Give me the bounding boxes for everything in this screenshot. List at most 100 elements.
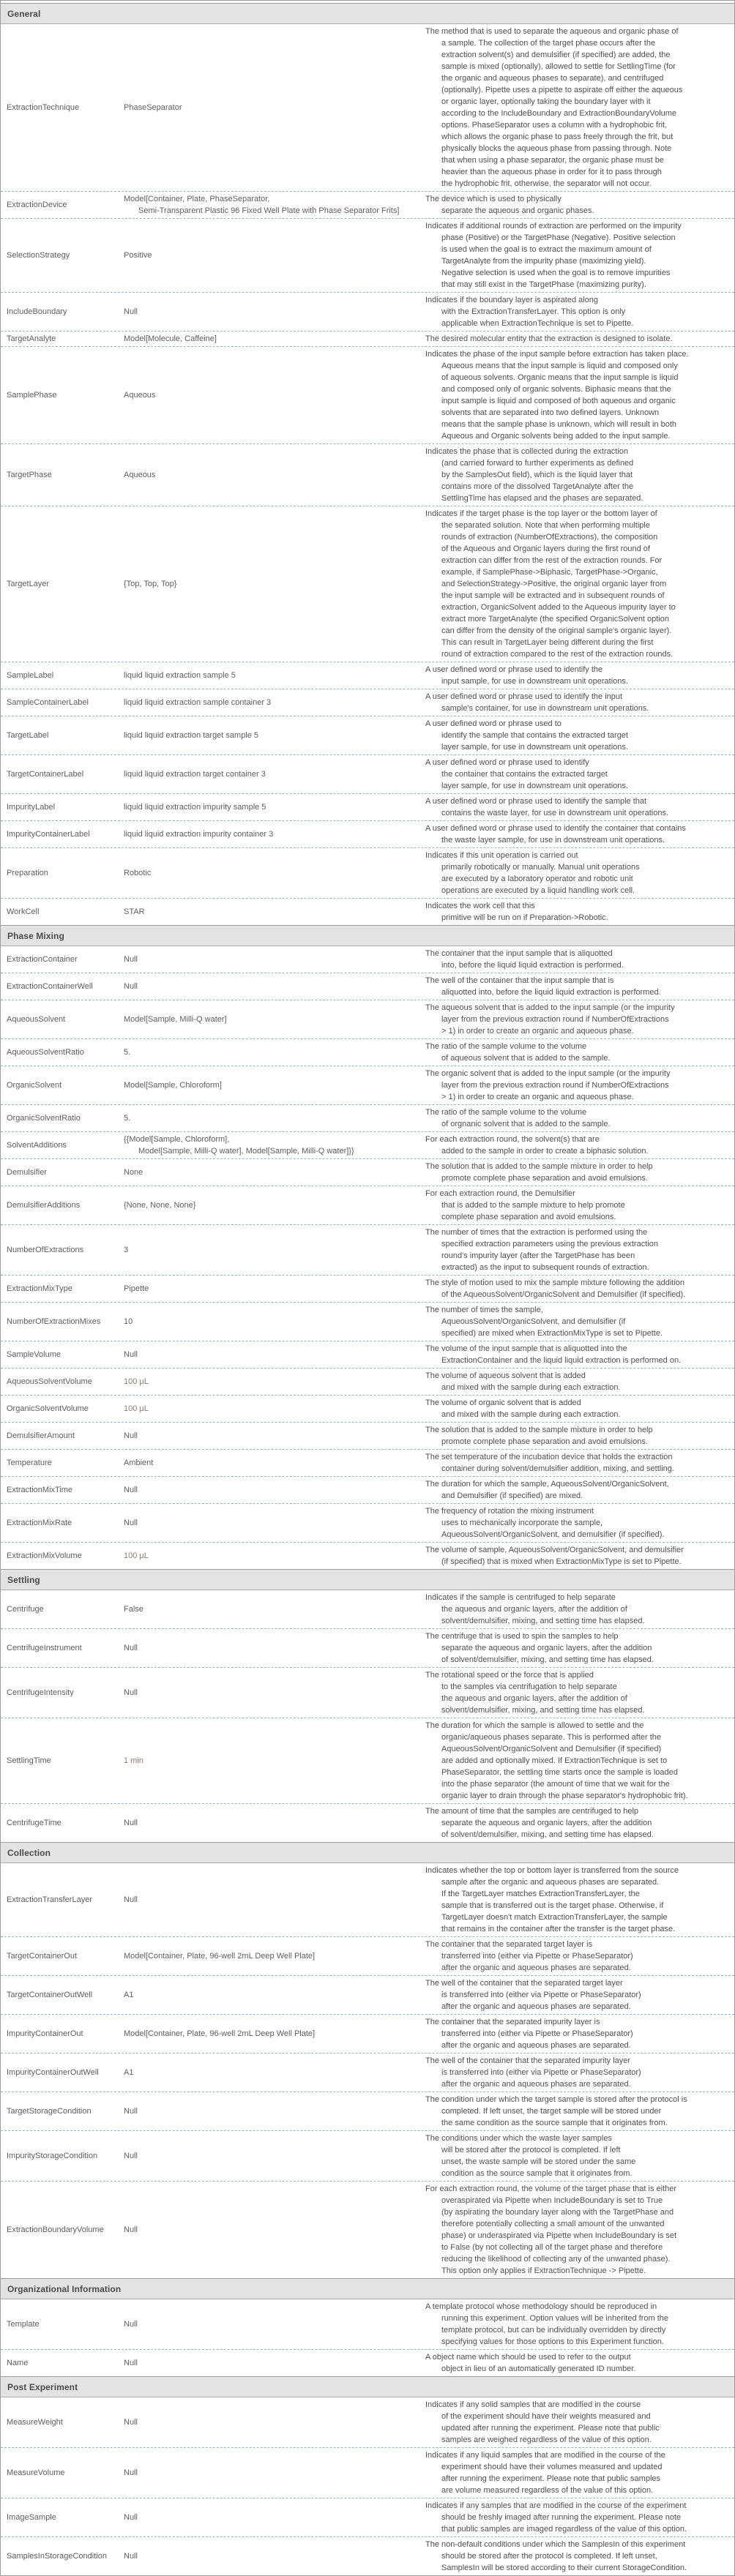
option-description: The duration for which the sample is all… <box>425 1721 688 1800</box>
table-row: OrganicSolventVolume 100 µL The volume o… <box>1 1395 734 1422</box>
option-description: A user defined word or phrase used to id… <box>425 665 628 686</box>
option-value: Null <box>124 2468 138 2477</box>
option-value: Null <box>124 1350 138 1359</box>
option-name: ExtractionTransferLayer <box>7 1895 92 1904</box>
option-value: Null <box>124 1688 138 1697</box>
option-value: liquid liquid extraction sample 5 <box>124 671 236 680</box>
table-row: TargetContainerOutWell A1 The well of th… <box>1 1975 734 2014</box>
option-name: DemulsifierAdditions <box>7 1201 81 1210</box>
section-rows: MeasureWeight Null Indicates if any soli… <box>1 2397 734 2575</box>
table-row: NumberOfExtractionMixes 10 The number of… <box>1 1302 734 1341</box>
option-description: The volume of sample, AqueousSolvent/Org… <box>425 1546 684 1566</box>
option-value: {{Model[Sample, Chloroform], Model[Sampl… <box>124 1135 354 1156</box>
option-description: A user defined word or phrase used to id… <box>425 719 628 752</box>
option-description: Indicates if the sample is centrifuged t… <box>425 1593 645 1625</box>
option-name: TargetStorageCondition <box>7 2107 92 2116</box>
option-name: SampleLabel <box>7 671 54 680</box>
option-description: Indicates if any samples that are modifi… <box>425 2501 687 2534</box>
option-value: Null <box>124 2552 138 2561</box>
option-name: AqueousSolvent <box>7 1015 66 1024</box>
table-row: Demulsifier None The solution that is ad… <box>1 1158 734 1186</box>
table-row: ImageSample Null Indicates if any sample… <box>1 2498 734 2536</box>
option-description: The set temperature of the incubation de… <box>425 1453 674 1473</box>
option-description: The well of the container that the separ… <box>425 1979 641 2011</box>
option-description: The condition under which the target sam… <box>425 2095 687 2127</box>
table-row: ExtractionMixType Pipette The style of m… <box>1 1275 734 1302</box>
option-description: The container that the separated target … <box>425 1940 633 1972</box>
option-description: The ratio of the sample volume to the vo… <box>425 1108 611 1128</box>
option-name: AqueousSolventVolume <box>7 1377 92 1386</box>
table-row: SelectionStrategy Positive Indicates if … <box>1 218 734 292</box>
option-description: The organic solvent that is added to the… <box>425 1069 671 1101</box>
option-name: Demulsifier <box>7 1168 48 1177</box>
option-value: Null <box>124 1486 138 1494</box>
option-name: ExtractionTechnique <box>7 103 80 112</box>
table-row: CentrifugeIntensity Null The rotational … <box>1 1667 734 1718</box>
option-name: ImpurityStorageCondition <box>7 2152 98 2160</box>
option-value: Null <box>124 2225 138 2234</box>
section-header: Post Experiment <box>1 2376 734 2397</box>
option-description: The container that the separated impurit… <box>425 2018 633 2050</box>
table-row: CentrifugeTime Null The amount of time t… <box>1 1803 734 1842</box>
section-rows: Centrifuge False Indicates if the sample… <box>1 1590 734 1842</box>
option-description: The method that is used to separate the … <box>425 27 683 188</box>
table-row: OrganicSolventRatio 5. The ratio of the … <box>1 1104 734 1131</box>
option-description: The amount of time that the samples are … <box>425 1807 654 1839</box>
table-row: ExtractionMixRate Null The frequency of … <box>1 1503 734 1542</box>
table-row: TargetContainerOut Model[Container, Plat… <box>1 1936 734 1975</box>
option-description: The non-default conditions under which t… <box>425 2540 687 2572</box>
option-value: Null <box>124 955 138 964</box>
table-row: Preparation Robotic Indicates if this un… <box>1 847 734 898</box>
option-section: Organizational Information Template Null… <box>1 2278 734 2376</box>
option-name: SamplesInStorageCondition <box>7 2552 107 2561</box>
option-description: A user defined word or phrase used to id… <box>425 797 669 817</box>
option-description: Indicates if any liquid samples that are… <box>425 2451 665 2495</box>
option-value: liquid liquid extraction target containe… <box>124 770 266 779</box>
option-value: Model[Molecule, Caffeine] <box>124 334 217 343</box>
option-value: Null <box>124 982 138 991</box>
option-name: SampleVolume <box>7 1350 61 1359</box>
option-value: Null <box>124 1819 138 1827</box>
option-value: Aqueous <box>124 471 156 479</box>
table-row: SampleVolume Null The volume of the inpu… <box>1 1341 734 1368</box>
option-value: Null <box>124 2107 138 2116</box>
option-name: MeasureWeight <box>7 2418 63 2427</box>
option-description: The rotational speed or the force that i… <box>425 1671 645 1715</box>
option-description: The solution that is added to the sample… <box>425 1162 653 1183</box>
option-description: Indicates if the boundary layer is aspir… <box>425 296 634 328</box>
option-value: A1 <box>124 1991 134 1999</box>
section-header: Collection <box>1 1842 734 1863</box>
option-value: 5. <box>124 1114 131 1123</box>
option-value: Pipette <box>124 1284 149 1293</box>
option-value: 10 <box>124 1317 133 1326</box>
option-description: The well of the container that the separ… <box>425 2056 641 2089</box>
option-name: TargetLabel <box>7 731 49 740</box>
table-row: ExtractionTransferLayer Null Indicates w… <box>1 1863 734 1936</box>
table-row: SamplePhase Aqueous Indicates the phase … <box>1 346 734 443</box>
option-section: Post Experiment MeasureWeight Null Indic… <box>1 2376 734 2575</box>
section-title: Collection <box>7 1847 51 1858</box>
table-row: TargetAnalyte Model[Molecule, Caffeine] … <box>1 331 734 346</box>
option-value: Aqueous <box>124 391 156 400</box>
table-row: TargetLabel liquid liquid extraction tar… <box>1 716 734 755</box>
section-header: Settling <box>1 1569 734 1590</box>
table-row: IncludeBoundary Null Indicates if the bo… <box>1 292 734 331</box>
option-name: MeasureVolume <box>7 2468 65 2477</box>
table-row: CentrifugeInstrument Null The centrifuge… <box>1 1628 734 1667</box>
table-row: Name Null A object name which should be … <box>1 2349 734 2376</box>
table-row: ExtractionTechnique PhaseSeparator The m… <box>1 24 734 191</box>
option-name: ExtractionContainerWell <box>7 982 93 991</box>
option-description: A object name which should be used to re… <box>425 2353 636 2373</box>
option-name: ExtractionContainer <box>7 955 78 964</box>
option-description: The centrifuge that is used to spin the … <box>425 1632 654 1664</box>
option-value: Model[Container, Plate, PhaseSeparator, … <box>124 195 400 215</box>
option-description: The ratio of the sample volume to the vo… <box>425 1042 611 1063</box>
option-value: Null <box>124 1644 138 1652</box>
option-description: The duration for which the sample, Aqueo… <box>425 1480 669 1500</box>
option-value: Model[Container, Plate, 96-well 2mL Deep… <box>124 1952 316 1961</box>
table-row: ExtractionContainerWell Null The well of… <box>1 973 734 1000</box>
table-row: SampleContainerLabel liquid liquid extra… <box>1 689 734 716</box>
option-value: 100 µL <box>124 1551 149 1560</box>
option-name: CentrifugeIntensity <box>7 1688 74 1697</box>
